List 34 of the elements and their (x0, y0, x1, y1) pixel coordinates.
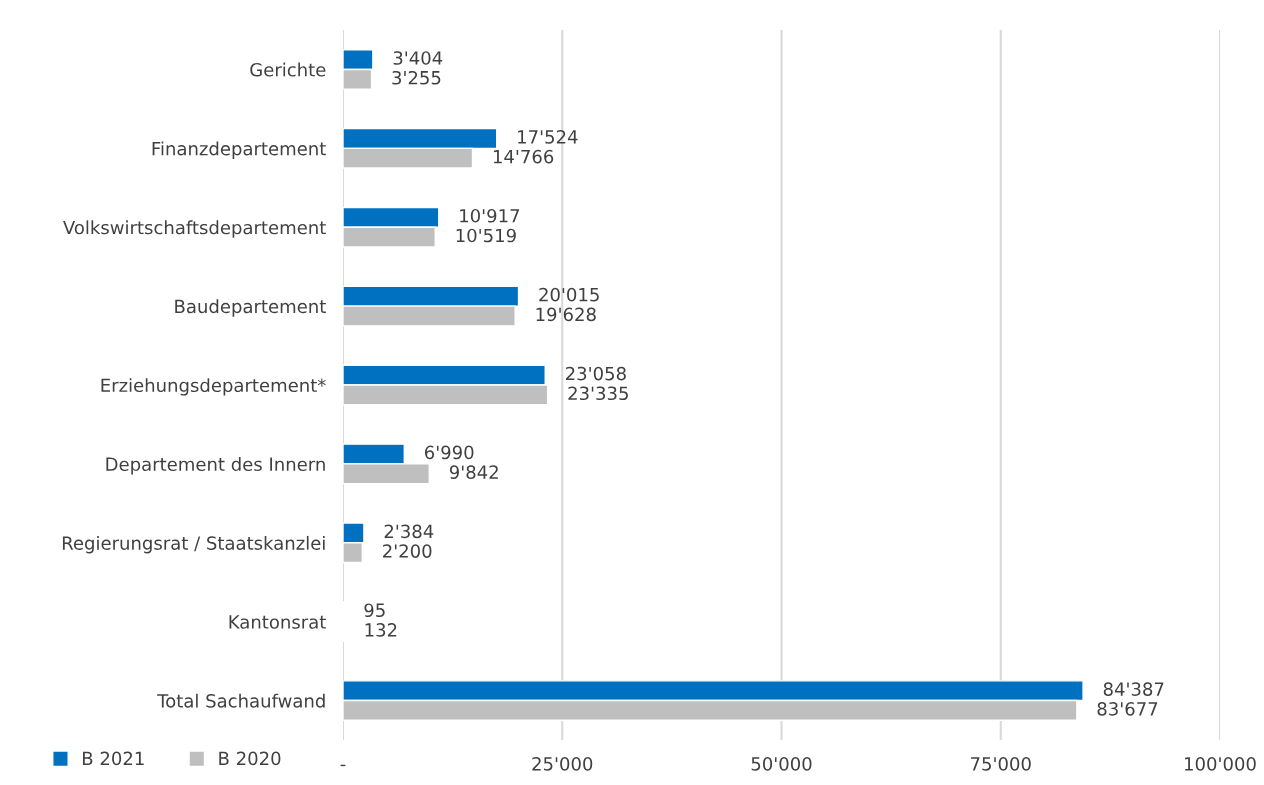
y-tick-label: Departement des Innern (106, 457, 325, 475)
data-label: 3'255 (392, 70, 441, 85)
x-tick-label: 25'000 (532, 756, 593, 771)
y-tick-label: Total Sachaufwand (157, 693, 325, 708)
y-tick-label: Finanzdepartement (152, 141, 326, 159)
data-label: 10'519 (456, 228, 516, 243)
data-label: 9'842 (449, 465, 498, 479)
data-label: 83'677 (1097, 702, 1158, 716)
data-label: 6'990 (425, 445, 474, 460)
data-label: 20'015 (539, 287, 599, 302)
y-tick-label: Baudepartement (175, 299, 326, 317)
legend-label: B 2021 (83, 751, 144, 766)
x-tick-label: 75'000 (971, 756, 1031, 771)
legend-label: B 2020 (219, 751, 281, 766)
data-label: 95 (364, 603, 385, 618)
y-tick-label: Regierungsrat / Staatskanzlei (62, 535, 325, 554)
data-label: 132 (365, 623, 397, 637)
data-label: 10'917 (460, 208, 520, 223)
data-label: 23'335 (568, 386, 628, 401)
data-label: 14'766 (493, 149, 554, 164)
x-tick-label: 100'000 (1185, 756, 1256, 771)
x-tick-label: - (340, 764, 346, 767)
data-label: 84'387 (1103, 682, 1164, 696)
y-tick-label: Gerichte (250, 62, 326, 77)
x-tick-label: 50'000 (751, 756, 812, 771)
y-tick-label: Erziehungsdepartement* (101, 378, 326, 396)
data-label: 2'200 (383, 544, 432, 558)
data-label: 23'058 (565, 366, 626, 381)
data-label: 19'628 (536, 307, 596, 322)
data-label: 2'384 (384, 524, 434, 539)
data-label: 17'524 (518, 130, 578, 144)
y-tick-label: Kantonsrat (229, 615, 326, 629)
data-label: 3'404 (393, 51, 443, 65)
y-tick-label: Volkswirtschaftsdepartement (63, 220, 326, 238)
